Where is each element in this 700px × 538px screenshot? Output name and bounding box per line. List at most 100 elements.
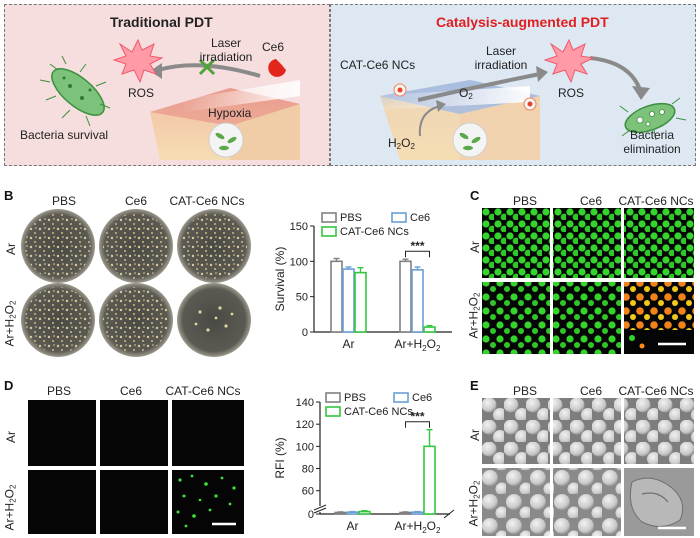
y-tick-label: 0 <box>308 509 314 521</box>
arrow-ros-elimination <box>589 56 650 100</box>
bar-ce6-1 <box>411 511 424 515</box>
panel-d-row-ar: Ar <box>4 431 18 443</box>
y-tick-label: 100 <box>290 256 308 268</box>
x-tick-label-1: Ar+H2O2 <box>395 337 441 353</box>
ros-h2o2-ce6 <box>100 470 168 534</box>
y-axis-label: RFI (%) <box>273 437 287 478</box>
panel-c-col-pbs: PBS <box>512 194 537 208</box>
panel-e-row-arh2o2: Ar+H2O2 <box>466 480 482 527</box>
arrow-right-upper <box>417 66 548 102</box>
ros-burst-left-icon <box>112 38 164 84</box>
y-axis-label: Survival (%) <box>273 247 287 312</box>
o2-label: O2 <box>459 86 473 101</box>
h2o2-label: H2O2 <box>388 136 415 151</box>
y-tick-label: 150 <box>290 221 308 233</box>
panel-b-row-arh2o2: Ar+H2O2 <box>2 300 18 347</box>
panel-d-col-cat: CAT-Ce6 NCs <box>165 384 241 398</box>
laser-beam-left <box>180 80 300 112</box>
ros-dots <box>176 474 236 528</box>
traditional-pdt-title: Traditional PDT <box>110 14 213 30</box>
dish-h2o2-ce6 <box>99 283 173 357</box>
legend-label-ce6: Ce6 <box>410 212 430 224</box>
petri-dish-grid <box>21 209 251 357</box>
y-tick-label: 120 <box>296 419 314 431</box>
ros-h2o2-cat <box>172 470 244 534</box>
legend-swatch-cat-ce6-ncs <box>321 226 337 237</box>
legend-label-cat-ce6-ncs: CAT-Ce6 NCs <box>344 406 413 418</box>
axis-break-mark <box>313 507 327 514</box>
panel-b-row-ar: Ar <box>4 243 18 255</box>
panel-d-row-arh2o2: Ar+H2O2 <box>2 484 18 531</box>
laser-label-right: Laser irradiation <box>474 44 528 72</box>
significance-bracket <box>405 250 430 258</box>
pocket-bacteria-right <box>459 132 481 151</box>
cat-ce6-nanocluster-icon <box>393 83 537 111</box>
legend-swatch-ce6 <box>393 392 409 403</box>
sem-ar-pbs <box>482 398 550 464</box>
x-tick-label-0: Ar <box>343 337 355 351</box>
axis-break-mark-x <box>443 509 455 519</box>
ce6-molecule-icon <box>268 59 286 77</box>
dish-ar-cat <box>177 209 251 283</box>
legend-swatch-pbs <box>321 212 337 223</box>
fluor-h2o2-cat <box>624 282 694 354</box>
panel-d-col-pbs: PBS <box>46 384 71 398</box>
panel-d-col-ce6: Ce6 <box>119 384 142 398</box>
catalysis-pdt-title: Catalysis-augmented PDT <box>436 14 609 30</box>
x-tick-label-1: Ar+H2O2 <box>395 519 441 535</box>
fluor-h2o2-pbs <box>482 282 550 354</box>
legend-label-ce6: Ce6 <box>412 392 432 404</box>
bacteria-survival-label: Bacteria survival <box>20 128 109 142</box>
cross-icon <box>198 58 216 76</box>
ce6-label: Ce6 <box>262 40 285 54</box>
significance-bracket <box>405 421 430 428</box>
fluorescence-grid <box>482 208 694 354</box>
legend-label-cat-ce6-ncs: CAT-Ce6 NCs <box>340 226 409 238</box>
panel-b-col-pbs: PBS <box>51 194 76 208</box>
y-tick-label: 0 <box>302 327 308 339</box>
ros-label-left: ROS <box>128 86 155 100</box>
dish-ar-pbs <box>21 209 95 283</box>
hypoxia-pocket <box>208 122 244 158</box>
fluor-h2o2-ce6 <box>553 282 621 354</box>
axis-break-mark <box>313 504 327 511</box>
fluor-ar-ce6 <box>553 208 621 278</box>
bacteria-elimination-label: Bacteria elimination <box>623 128 681 156</box>
arrow-h2o2-head <box>436 100 446 112</box>
panel-b-col-cat: CAT-Ce6 NCs <box>169 194 245 208</box>
laser-label-left: Laser irradiation <box>199 36 253 64</box>
legend-swatch-pbs <box>325 392 341 403</box>
rfi-chart: RFI (%) 0 60 80 100 120 140 PBS Ce6 CAT-Ce6 NCs Ar… <box>273 392 455 535</box>
sem-h2o2-pbs <box>482 468 550 536</box>
fluor-ar-pbs <box>482 208 550 278</box>
y-tick-label: 50 <box>296 292 308 304</box>
bar-pbs-0 <box>330 260 343 333</box>
panel-e-col-ce6: Ce6 <box>579 384 602 398</box>
sem-ar-cat <box>624 398 694 464</box>
tissue-pocket-right <box>452 122 488 158</box>
bar-cat-ce6-ncs-0 <box>354 271 367 333</box>
sem-h2o2-cat <box>624 468 694 536</box>
bar-ce6-0 <box>342 268 355 333</box>
sem-grid <box>482 398 694 536</box>
panel-c-row-ar: Ar <box>468 241 482 253</box>
panel-c-col-ce6: Ce6 <box>579 194 602 208</box>
panel-a-illustration <box>39 38 687 160</box>
bar-cat-ce6-ncs-1 <box>423 445 436 515</box>
hypoxia-label: Hypoxia <box>208 106 252 120</box>
ros-ar-pbs <box>28 400 96 466</box>
bar-ce6-0 <box>346 511 359 515</box>
panel-c-col-cat: CAT-Ce6 NCs <box>618 194 694 208</box>
panel-e-label: E <box>470 378 479 393</box>
panel-b-col-ce6: Ce6 <box>124 194 147 208</box>
significance-stars: *** <box>410 410 424 424</box>
y-tick-label: 140 <box>296 397 314 409</box>
dish-h2o2-pbs <box>21 283 95 357</box>
y-tick-label: 100 <box>296 441 314 453</box>
bar-cat-ce6-ncs-1 <box>423 326 436 333</box>
bar-ce6-1 <box>411 269 424 333</box>
panel-e-col-pbs: PBS <box>512 384 537 398</box>
ros-burst-right-icon <box>543 38 595 84</box>
dish-h2o2-cat <box>177 283 251 357</box>
legend-swatch-cat-ce6-ncs <box>325 406 341 417</box>
